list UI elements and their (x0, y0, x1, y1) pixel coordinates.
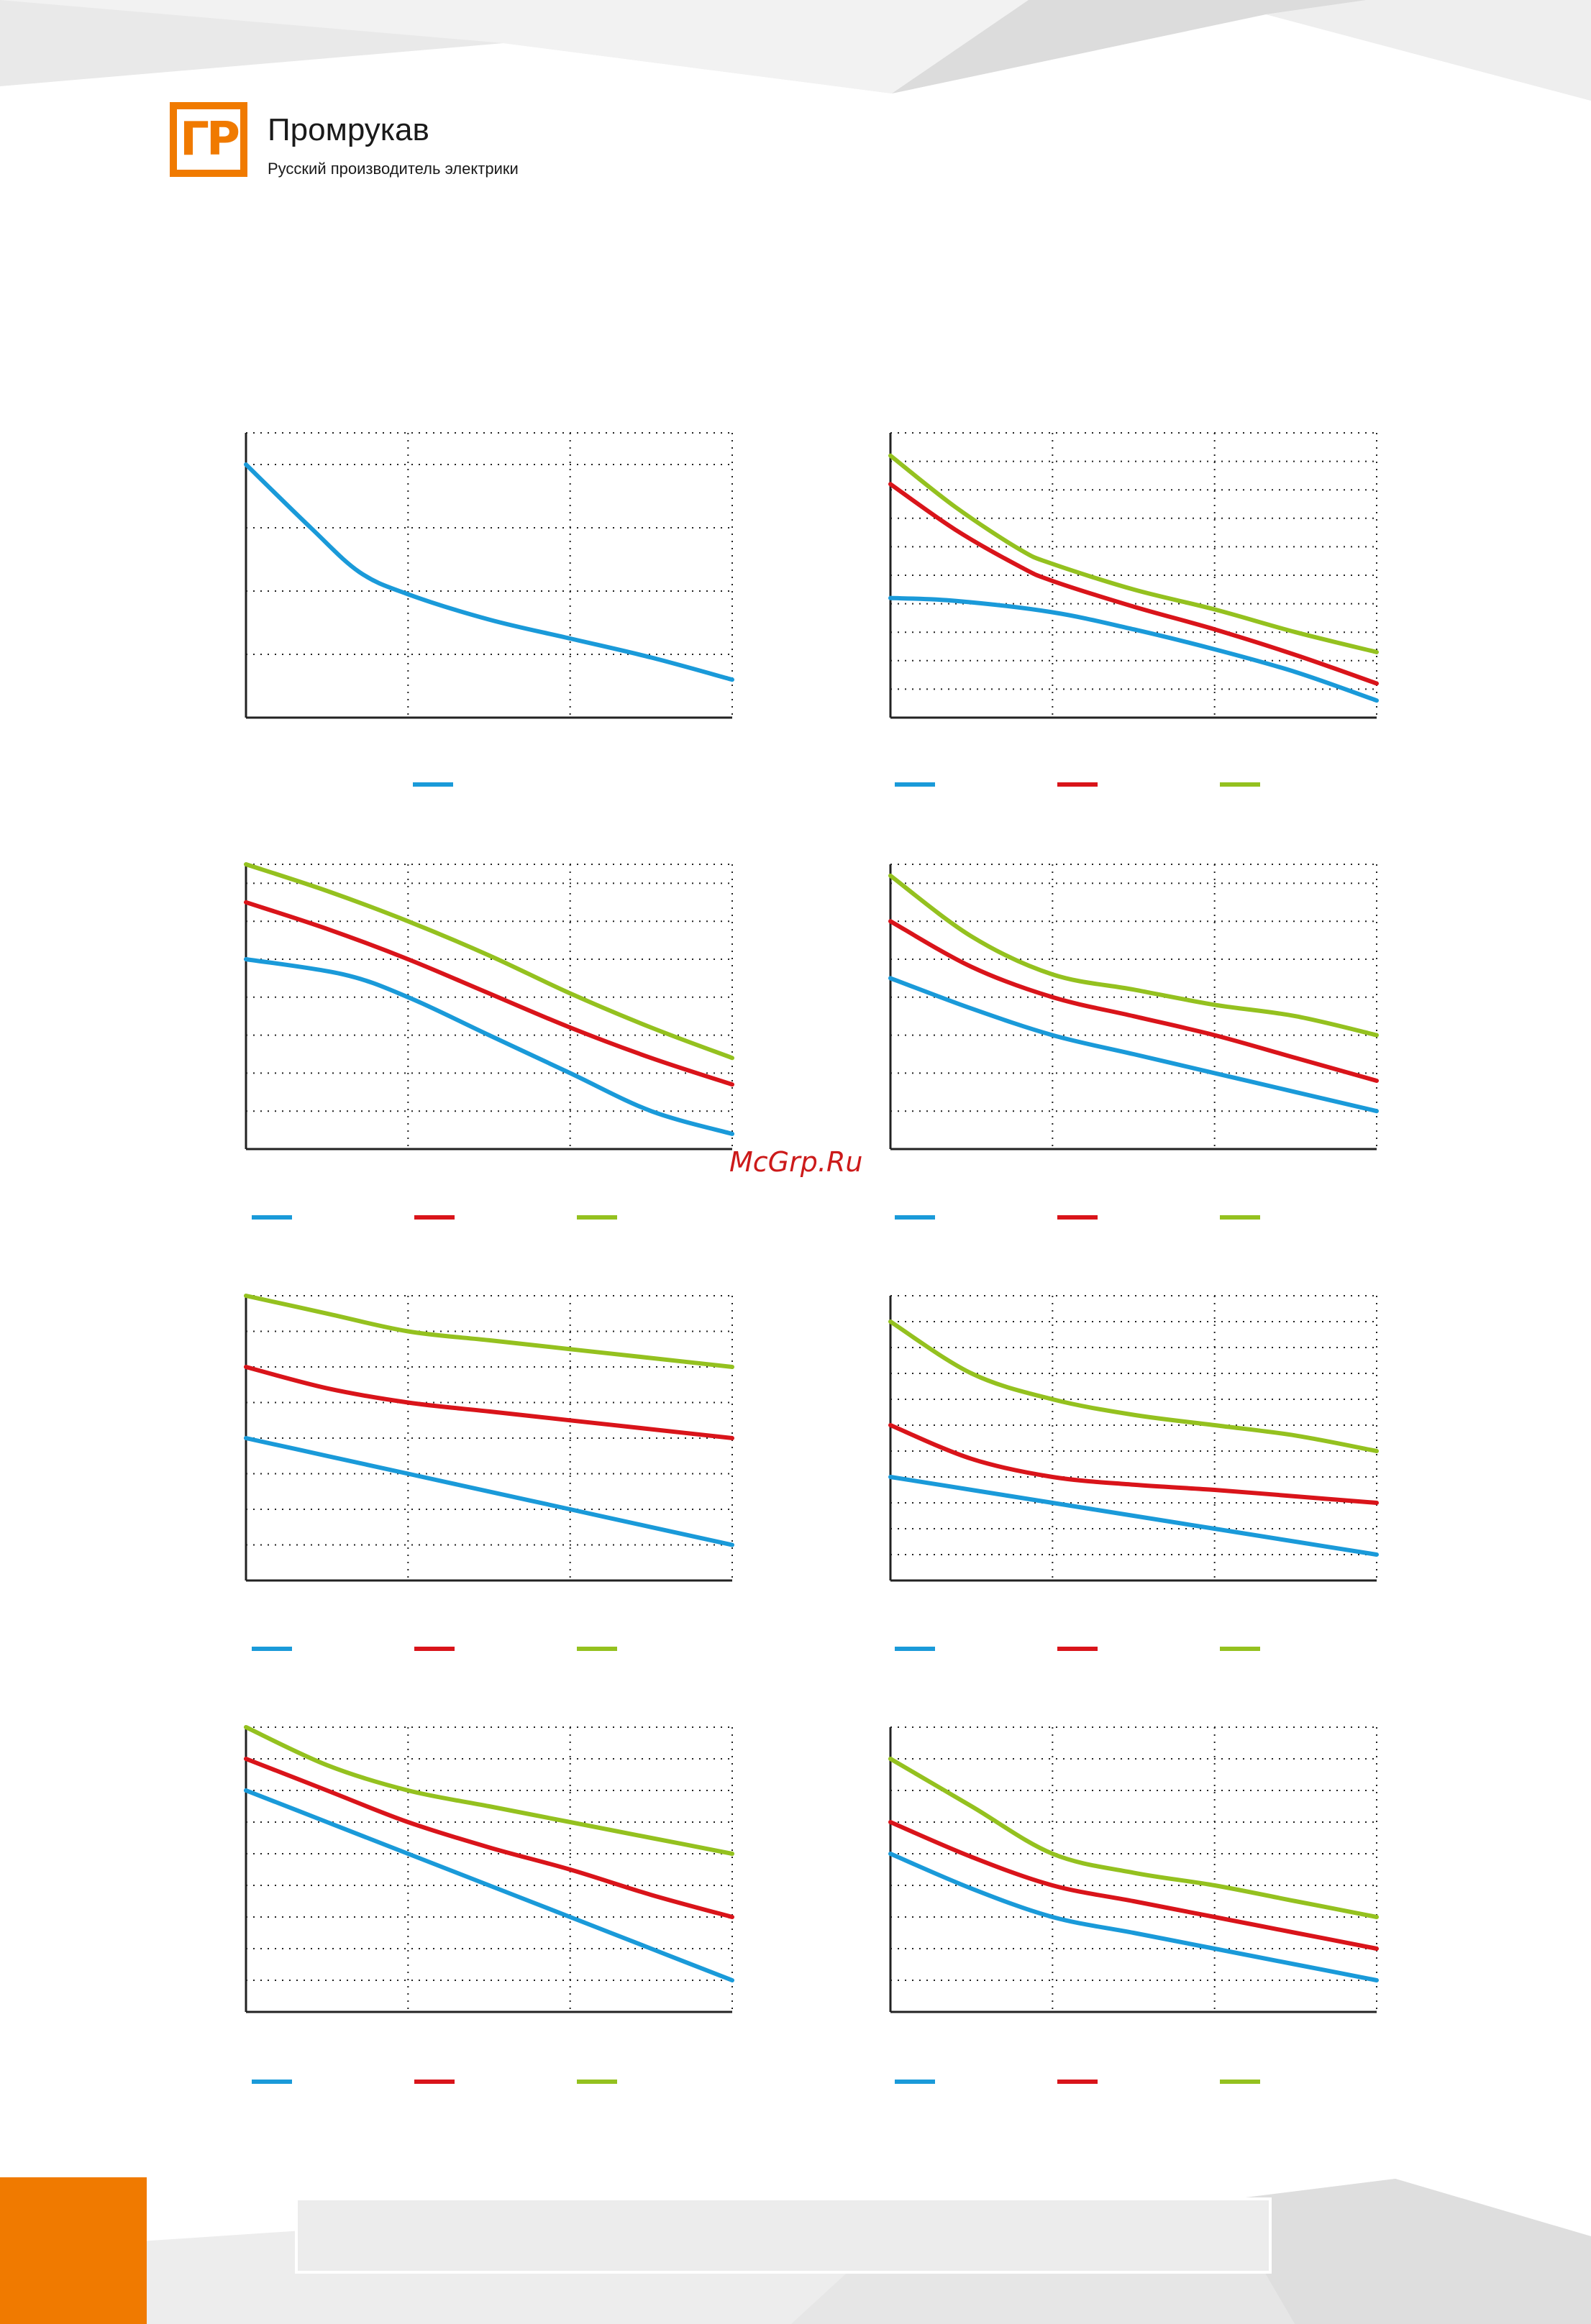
series-line-2 (244, 1757, 734, 1919)
legend-swatch-chart-4-series-1 (895, 1215, 935, 1220)
series-line-3 (888, 453, 1379, 654)
series-line-1 (888, 976, 1379, 1114)
legend-swatch-chart-5-series-1 (252, 1647, 292, 1651)
brand-name: Промрукав (268, 112, 429, 147)
legend-swatch-chart-8-series-1 (895, 2080, 935, 2084)
chart-3 (244, 862, 734, 1150)
legend-swatch-chart-2-series-2 (1057, 782, 1098, 787)
legend-swatch-chart-6-series-2 (1057, 1647, 1098, 1651)
legend-swatch-chart-5-series-2 (414, 1647, 455, 1651)
series-line-3 (888, 873, 1379, 1038)
series-line-2 (888, 1423, 1379, 1505)
chart-5 (244, 1294, 734, 1582)
series-line-1 (244, 1788, 734, 1982)
legend-swatch-chart-4-series-3 (1220, 1215, 1260, 1220)
brand-tagline: Русский производитель электрики (268, 160, 519, 178)
page-corner-tab (0, 2177, 147, 2324)
legend-swatch-chart-8-series-2 (1057, 2080, 1098, 2084)
chart-4 (888, 864, 1379, 1150)
chart-1 (244, 432, 734, 719)
series-line-3 (244, 1725, 734, 1856)
series-line-2 (888, 919, 1379, 1083)
series-line-1 (888, 1852, 1379, 1982)
series-line-3 (888, 1319, 1379, 1453)
chart-8 (888, 1726, 1379, 2013)
series-line-2 (244, 900, 734, 1087)
legend-swatch-chart-8-series-3 (1220, 2080, 1260, 2084)
footer-box (295, 2197, 1272, 2274)
legend-swatch-chart-7-series-1 (252, 2080, 292, 2084)
series-line-1 (244, 957, 734, 1136)
legend-swatch-chart-5-series-3 (577, 1647, 617, 1651)
legend-swatch-chart-2-series-1 (895, 782, 935, 787)
chart-7 (244, 1725, 734, 2013)
series-line-3 (244, 862, 734, 1061)
series-line-2 (888, 1820, 1379, 1951)
watermark: McGrp.Ru (729, 1146, 863, 1178)
series-line-2 (244, 1365, 734, 1440)
legend-swatch-chart-6-series-1 (895, 1647, 935, 1651)
legend-swatch-chart-4-series-2 (1057, 1215, 1098, 1220)
series-line-1 (888, 1475, 1379, 1557)
legend-swatch-chart-3-series-1 (252, 1215, 292, 1220)
legend-swatch-chart-3-series-2 (414, 1215, 455, 1220)
legend-swatch-chart-7-series-3 (577, 2080, 617, 2084)
chart-2 (888, 432, 1379, 719)
series-line-2 (888, 482, 1379, 686)
legend-swatch-chart-3-series-3 (577, 1215, 617, 1220)
brand-logo: ГР (170, 102, 247, 177)
header-background (0, 0, 1591, 129)
legend-swatch-chart-2-series-3 (1220, 782, 1260, 787)
series-line-1 (888, 595, 1379, 703)
legend-swatch-chart-7-series-2 (414, 2080, 455, 2084)
series-line-3 (888, 1757, 1379, 1919)
series-line-1 (244, 462, 734, 682)
legend-swatch-chart-1-series-1 (413, 782, 453, 787)
series-line-3 (244, 1294, 734, 1369)
legend-swatch-chart-6-series-3 (1220, 1647, 1260, 1651)
chart-6 (888, 1295, 1379, 1582)
series-line-1 (244, 1436, 734, 1547)
